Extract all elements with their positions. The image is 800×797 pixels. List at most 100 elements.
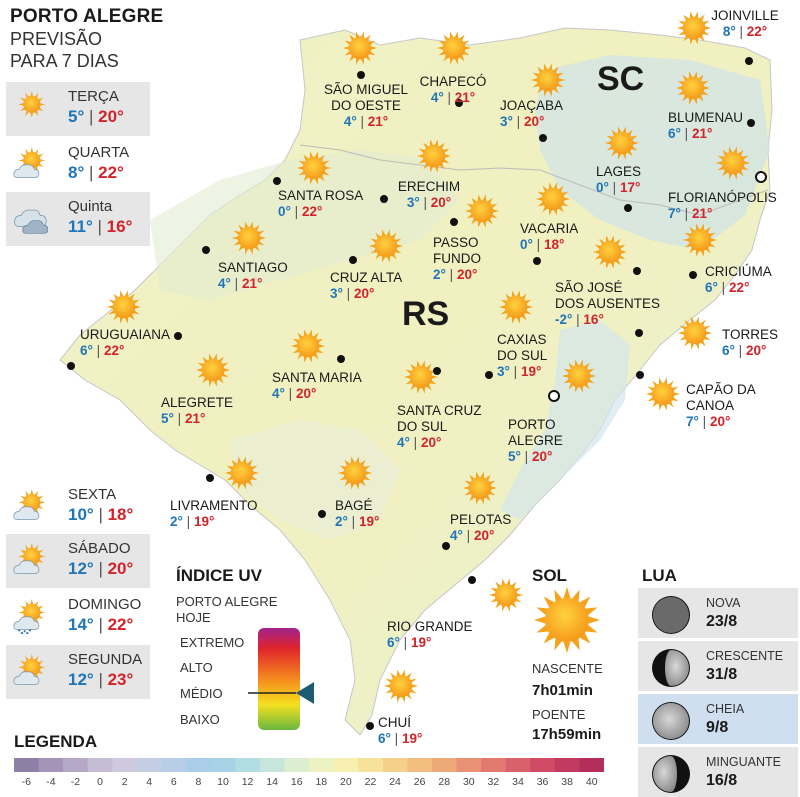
sun-icon xyxy=(368,228,404,264)
sun-icon xyxy=(106,289,142,325)
city-temps: 4° | 21° xyxy=(430,90,476,105)
temp-min: 0° xyxy=(278,204,291,219)
city-label: PASSO FUNDO 2° | 20° xyxy=(433,235,503,283)
forecast-day: SEXTA 10° | 18° xyxy=(6,480,150,534)
city-temps: 6° | 21° xyxy=(668,126,713,141)
sun-icon xyxy=(383,668,419,704)
legend-swatch xyxy=(210,758,236,772)
legend-swatch xyxy=(358,758,384,772)
legend-swatch xyxy=(136,758,162,772)
state-label-sc: SC xyxy=(597,60,645,98)
legend-value: 32 xyxy=(487,776,500,788)
sun-icon xyxy=(592,234,628,270)
city-marker xyxy=(485,371,493,379)
legend-value: 38 xyxy=(561,776,573,788)
temp-min: 2° xyxy=(433,267,446,282)
city-label: BLUMENAU 6° | 21° xyxy=(668,110,768,142)
city-name: ALEGRETE xyxy=(161,395,234,410)
city-temps: 2° | 19° xyxy=(170,514,215,529)
city-label: PORTO ALEGRE 5° | 20° xyxy=(508,417,588,465)
legend-swatch xyxy=(554,758,580,772)
city-label: JOINVILLE 8° | 22° xyxy=(700,8,790,40)
legend-value: -4 xyxy=(46,776,56,788)
sun-icon xyxy=(462,470,498,506)
forecast-day-temps: 5° | 20° xyxy=(68,107,124,126)
temp-max: 18° xyxy=(107,505,134,524)
city-name: CAXIAS DO SUL xyxy=(497,332,548,363)
moon-phase-row: CRESCENTE 31/8 xyxy=(638,641,798,691)
temp-min: 4° xyxy=(450,528,463,543)
temp-min: 5° xyxy=(508,449,521,464)
forecast-day: SÁBADO 12° | 20° xyxy=(6,534,150,588)
city-name: CHAPECÓ xyxy=(419,74,487,89)
forecast-day: TERÇA 5° | 20° xyxy=(6,82,150,136)
legend-swatch xyxy=(235,758,261,772)
forecast-day: SEGUNDA 12° | 23° xyxy=(6,645,150,699)
temp-min: 4° xyxy=(430,90,444,105)
city-label: SANTIAGO 4° | 21° xyxy=(218,260,308,292)
city-name: FLORIANÓPOLIS xyxy=(668,190,777,205)
legend-value: 6 xyxy=(170,776,177,788)
temp-min: 5° xyxy=(68,107,85,126)
temp-min: 8° xyxy=(68,163,85,182)
moon-title: LUA xyxy=(642,566,677,585)
uv-title: ÍNDICE UV xyxy=(176,566,262,585)
temp-max: 20° xyxy=(353,286,375,301)
temp-min: -2° xyxy=(555,312,573,327)
city-label: CAPÃO DA CANOA 7° | 20° xyxy=(686,382,786,430)
temp-max: 20° xyxy=(107,559,134,578)
temp-max: 20° xyxy=(531,449,553,464)
city-label: FLORIANÓPOLIS 7° | 21° xyxy=(668,190,798,222)
temp-max: 19° xyxy=(410,635,432,650)
temp-max: 18° xyxy=(543,237,565,252)
city-marker xyxy=(206,474,214,482)
legend-swatch xyxy=(14,758,40,772)
temperature-legend-bar xyxy=(14,758,604,772)
legend-swatch xyxy=(161,758,187,772)
temp-max: 19° xyxy=(193,514,215,529)
city-name: SANTA CRUZ DO SUL xyxy=(397,403,482,434)
sun-icon xyxy=(682,222,718,258)
uv-subtitle-1: PORTO ALEGRE xyxy=(176,594,278,609)
moon-phase-row: NOVA 23/8 xyxy=(638,588,798,638)
city-name: URUGUAIANA xyxy=(80,327,171,342)
temp-max: 21° xyxy=(367,114,389,129)
city-marker xyxy=(689,271,697,279)
temp-max: 17° xyxy=(619,180,641,195)
temp-min: 6° xyxy=(722,343,735,358)
forecast-day: DOMINGO 14° | 22° xyxy=(6,590,150,644)
city-temps: 5° | 20° xyxy=(508,449,553,464)
moon-phase-name: NOVA xyxy=(706,596,741,610)
sun-cloud-icon xyxy=(12,146,48,182)
legend-swatch xyxy=(481,758,507,772)
temp-max: 22° xyxy=(746,24,768,39)
forecast-day-temps: 11° | 16° xyxy=(68,217,133,236)
header-title: PORTO ALEGRE xyxy=(10,6,164,27)
state-border xyxy=(299,144,769,216)
uv-level-extremo: EXTREMO xyxy=(180,635,245,650)
city-label: ALEGRETE 5° | 21° xyxy=(161,395,251,427)
city-temps: 6° | 22° xyxy=(705,280,750,295)
temp-max: 16° xyxy=(106,217,133,236)
legend-swatch xyxy=(407,758,433,772)
city-name: SANTA ROSA xyxy=(278,188,364,203)
city-name: CRUZ ALTA xyxy=(330,270,403,285)
temp-max: 16° xyxy=(583,312,604,327)
legend-value: 2 xyxy=(121,776,128,788)
sun-icon xyxy=(224,455,260,491)
temp-min: 6° xyxy=(668,126,681,141)
city-marker xyxy=(635,329,643,337)
city-label: SANTA MARIA 4° | 20° xyxy=(272,370,382,402)
forecast-day-name: QUARTA xyxy=(68,144,130,161)
temp-max: 20° xyxy=(523,114,545,129)
region-shape xyxy=(150,150,460,300)
sun-icon xyxy=(715,145,751,181)
city-temps: 3° | 20° xyxy=(330,286,375,301)
forecast-day-temps: 12° | 20° xyxy=(68,559,134,578)
sun-icon xyxy=(488,577,524,613)
city-marker xyxy=(337,355,345,363)
uv-level-medio: MÉDIO xyxy=(180,686,223,701)
sun-icon xyxy=(195,352,231,388)
city-marker xyxy=(533,257,541,265)
